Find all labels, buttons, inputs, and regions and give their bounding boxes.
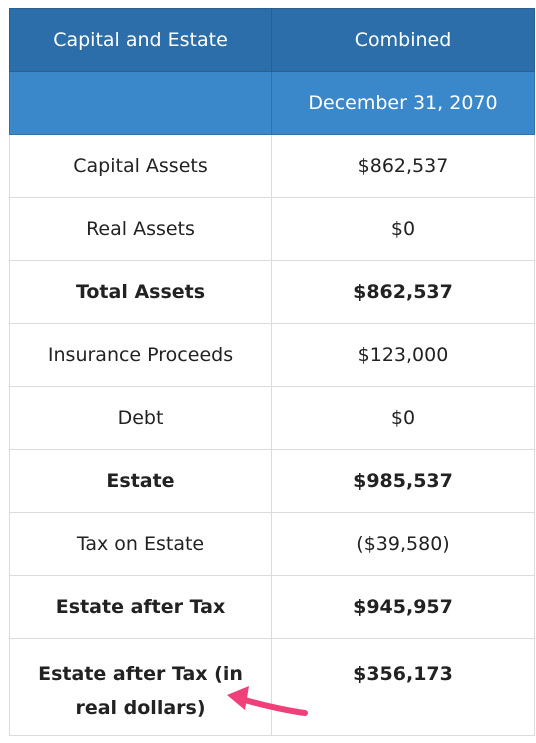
table-row: Total Assets $862,537 — [9, 260, 535, 324]
column-header-capital-estate: Capital and Estate — [9, 8, 272, 72]
row-value: $356,173 — [271, 638, 535, 736]
column-header-combined: Combined — [271, 8, 535, 72]
estate-table-container: Capital and Estate Combined December 31,… — [9, 8, 535, 736]
table-row: Insurance Proceeds $123,000 — [9, 323, 535, 387]
row-label: Debt — [9, 386, 272, 450]
table-row: Capital Assets $862,537 — [9, 134, 535, 198]
capital-estate-table: Capital and Estate Combined December 31,… — [9, 8, 535, 736]
row-value: ($39,580) — [271, 512, 535, 576]
date-row: December 31, 2070 — [9, 71, 535, 135]
table-row: Tax on Estate ($39,580) — [9, 512, 535, 576]
date-header-empty — [9, 71, 272, 135]
row-label: Tax on Estate — [9, 512, 272, 576]
row-label: Estate — [9, 449, 272, 513]
table-row: Real Assets $0 — [9, 197, 535, 261]
row-label: Estate after Tax (in real dollars) — [9, 638, 272, 736]
date-header: December 31, 2070 — [271, 71, 535, 135]
row-label: Real Assets — [9, 197, 272, 261]
row-label: Estate after Tax — [9, 575, 272, 639]
row-value: $862,537 — [271, 134, 535, 198]
row-value: $0 — [271, 386, 535, 450]
table-row: Estate after Tax (in real dollars) $356,… — [9, 638, 535, 736]
row-label: Capital Assets — [9, 134, 272, 198]
table-row: Debt $0 — [9, 386, 535, 450]
arrow-icon — [227, 686, 308, 716]
table-row: Estate $985,537 — [9, 449, 535, 513]
row-value: $0 — [271, 197, 535, 261]
row-label: Insurance Proceeds — [9, 323, 272, 387]
row-value: $945,957 — [271, 575, 535, 639]
row-label: Total Assets — [9, 260, 272, 324]
table-row: Estate after Tax $945,957 — [9, 575, 535, 639]
row-value: $862,537 — [271, 260, 535, 324]
row-value: $985,537 — [271, 449, 535, 513]
header-row: Capital and Estate Combined — [9, 8, 535, 72]
row-value: $123,000 — [271, 323, 535, 387]
